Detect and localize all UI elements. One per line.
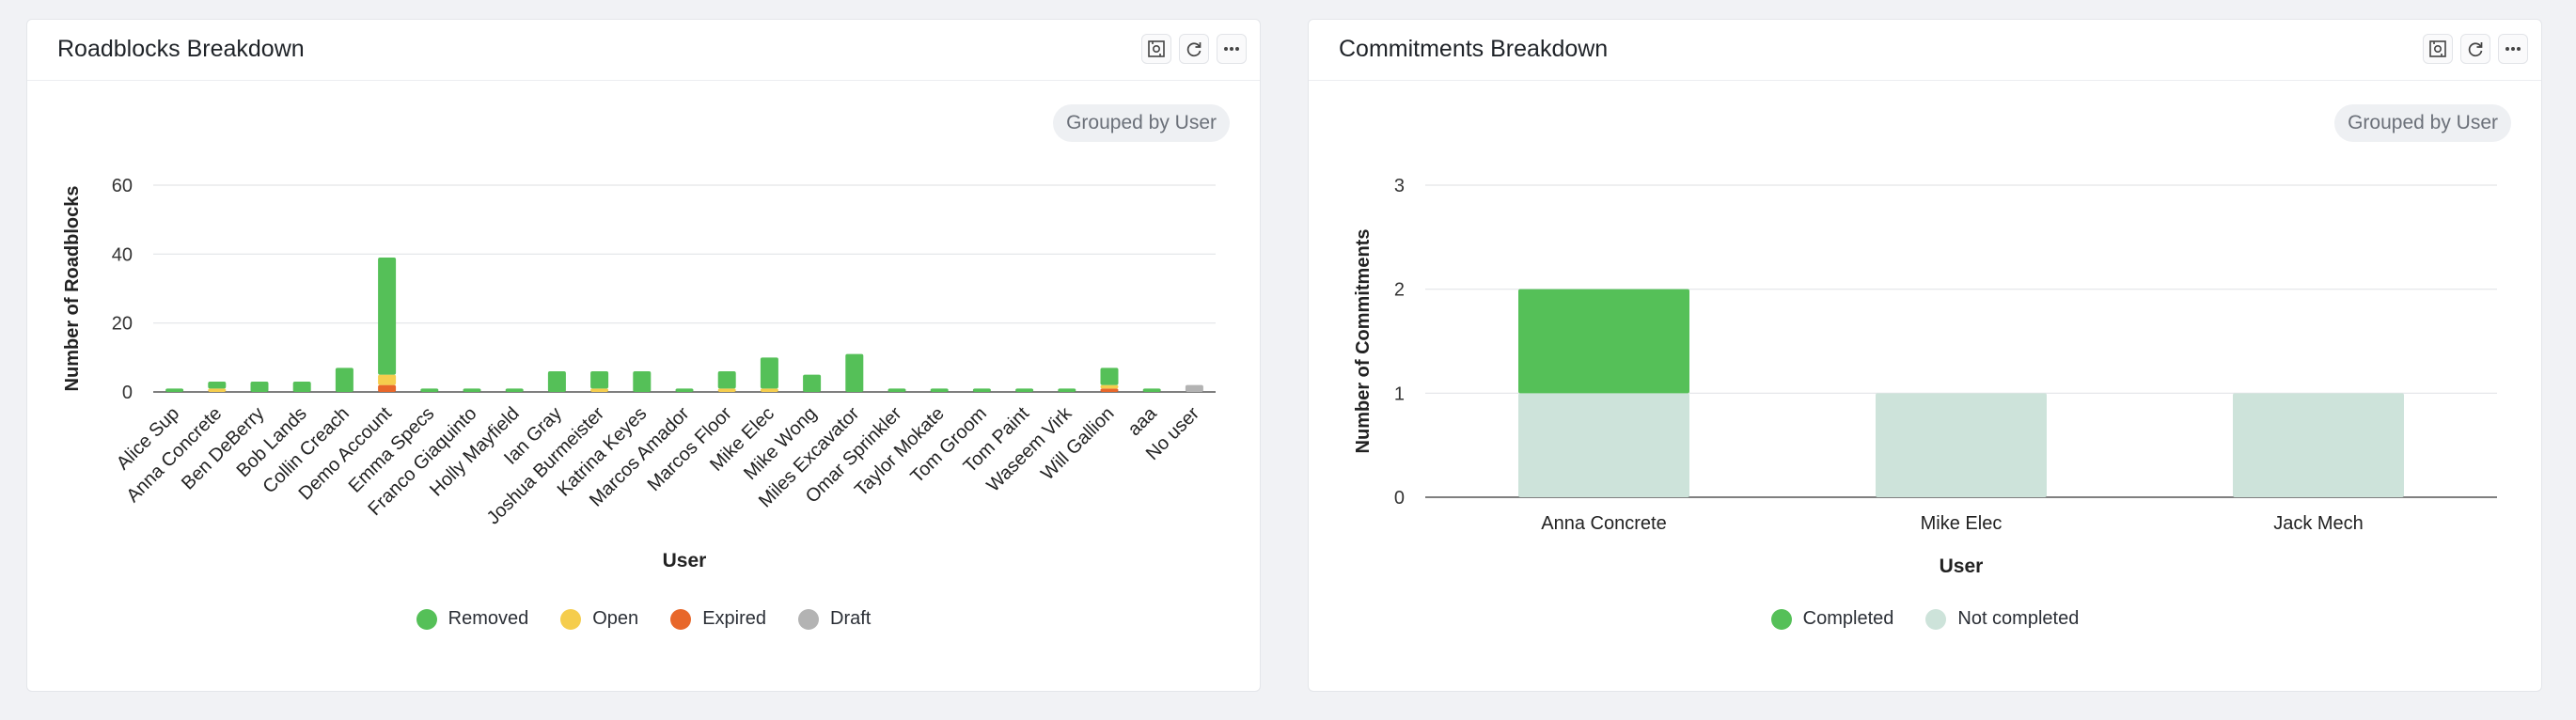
y-tick-label: 0 [122, 383, 133, 403]
legend-label: Open [592, 608, 639, 629]
bar-mike-wong-removed[interactable] [803, 374, 822, 392]
bar-mike-elec-open[interactable] [760, 388, 778, 392]
x-axis-label: User [663, 550, 707, 571]
bar-holly-mayfield-removed[interactable] [505, 388, 524, 392]
legend-item-expired[interactable]: Expired [670, 608, 766, 630]
legend-item-not-completed[interactable]: Not completed [1925, 608, 2079, 630]
chart-legend: Removed Open Expired Draft [27, 608, 1260, 630]
bar-will-gallion-removed[interactable] [1100, 368, 1119, 385]
y-tick-label: 2 [1394, 280, 1405, 301]
y-axis-label: Number of Roadblocks [62, 186, 83, 392]
legend-item-open[interactable]: Open [560, 608, 638, 630]
commitments-panel: Commitments Breakdown Grouped by User 0 1… [1308, 19, 2542, 692]
bar-emma-specs-removed[interactable] [420, 388, 439, 392]
grouped-by-chip[interactable]: Grouped by User [2334, 104, 2511, 142]
bar-waseem-virk-removed[interactable] [1058, 388, 1076, 392]
x-tick-label: Anna Concrete [1541, 513, 1666, 534]
y-tick-label: 0 [1394, 488, 1405, 509]
roadblocks-panel: Roadblocks Breakdown Grouped by User 0 20… [26, 19, 1261, 692]
panel-header: Commitments Breakdown [1309, 20, 2541, 81]
y-tick-label: 1 [1394, 383, 1405, 404]
chart-legend: Completed Not completed [1309, 608, 2541, 630]
bar-marcos-amador-removed[interactable] [675, 388, 694, 392]
bar-will-gallion-expired[interactable] [1100, 388, 1119, 392]
bar-miles-excavator-removed[interactable] [845, 353, 864, 392]
legend-label: Expired [702, 608, 766, 629]
legend-swatch [798, 608, 819, 630]
bar-alice-sup-removed[interactable] [165, 388, 184, 392]
bar-aaa-removed[interactable] [1142, 388, 1161, 392]
legend-label: Draft [830, 608, 872, 629]
legend-label: Not completed [1957, 608, 2080, 629]
legend-item-draft[interactable]: Draft [798, 608, 871, 630]
bar-joshua-burmeister-removed[interactable] [590, 371, 609, 389]
y-tick-label: 40 [112, 244, 133, 265]
bar-anna-concrete-removed[interactable] [208, 382, 227, 389]
bar-bob-lands-removed[interactable] [292, 382, 311, 392]
legend-swatch [416, 608, 437, 630]
screenshot-icon[interactable] [1141, 34, 1171, 64]
legend-swatch [560, 608, 582, 630]
more-icon[interactable] [2498, 34, 2528, 64]
bar-anna-concrete-completed[interactable] [1518, 289, 1689, 394]
y-axis-label: Number of Commitments [1353, 229, 1374, 454]
more-icon[interactable] [1217, 34, 1247, 64]
bar-mike-elec-not-completed[interactable] [1876, 393, 2047, 497]
bar-joshua-burmeister-open[interactable] [590, 388, 609, 392]
bar-demo-account-expired[interactable] [378, 384, 397, 392]
bar-demo-account-open[interactable] [378, 374, 397, 385]
bar-anna-concrete-not-completed[interactable] [1518, 393, 1689, 497]
legend-item-removed[interactable]: Removed [416, 608, 529, 630]
legend-label: Removed [448, 608, 529, 629]
refresh-icon[interactable] [1179, 34, 1209, 64]
bar-omar-sprinkler-removed[interactable] [887, 388, 906, 392]
legend-swatch [670, 608, 692, 630]
panel-title: Commitments Breakdown [1339, 36, 1609, 62]
bar-marcos-floor-removed[interactable] [717, 371, 736, 389]
bar-demo-account-removed[interactable] [378, 258, 397, 375]
bar-tom-paint-removed[interactable] [1015, 388, 1034, 392]
commitments-chart: 0 1 2 3 Number of Commitments User Anna Concre… [1353, 176, 2497, 577]
y-tick-label: 3 [1394, 176, 1405, 196]
bar-anna-concrete-open[interactable] [208, 388, 227, 392]
x-axis-label: User [1940, 556, 1984, 577]
grouped-by-chip[interactable]: Grouped by User [1053, 104, 1230, 142]
y-tick-label: 20 [112, 314, 133, 335]
panel-title: Roadblocks Breakdown [57, 36, 305, 62]
bar-collin-creach-removed[interactable] [335, 368, 353, 392]
y-tick-label: 60 [112, 176, 133, 196]
x-tick-label: Mike Elec [1921, 513, 2003, 534]
bar-jack-mech-not-completed[interactable] [2233, 393, 2404, 497]
bar-taylor-mokate-removed[interactable] [930, 388, 949, 392]
legend-item-completed[interactable]: Completed [1770, 608, 1894, 630]
bar-marcos-floor-open[interactable] [717, 388, 736, 392]
refresh-icon[interactable] [2460, 34, 2490, 64]
bar-katrina-keyes-removed[interactable] [633, 371, 652, 392]
x-tick-label: aaa [1124, 402, 1162, 440]
screenshot-icon[interactable] [2423, 34, 2453, 64]
bar-ben-deberry-removed[interactable] [250, 382, 269, 392]
bar-no-user-draft[interactable] [1185, 384, 1203, 392]
x-tick-label: Jack Mech [2273, 513, 2364, 534]
legend-label: Completed [1802, 608, 1894, 629]
bar-mike-elec-removed[interactable] [760, 357, 778, 389]
bar-will-gallion-open[interactable] [1100, 384, 1119, 389]
legend-swatch [1770, 608, 1792, 630]
panel-header: Roadblocks Breakdown [27, 20, 1260, 81]
legend-swatch [1925, 608, 1947, 630]
bar-ian-gray-removed[interactable] [547, 371, 566, 392]
bar-franco-giaquinto-removed[interactable] [463, 388, 481, 392]
bar-tom-groom-removed[interactable] [972, 388, 991, 392]
